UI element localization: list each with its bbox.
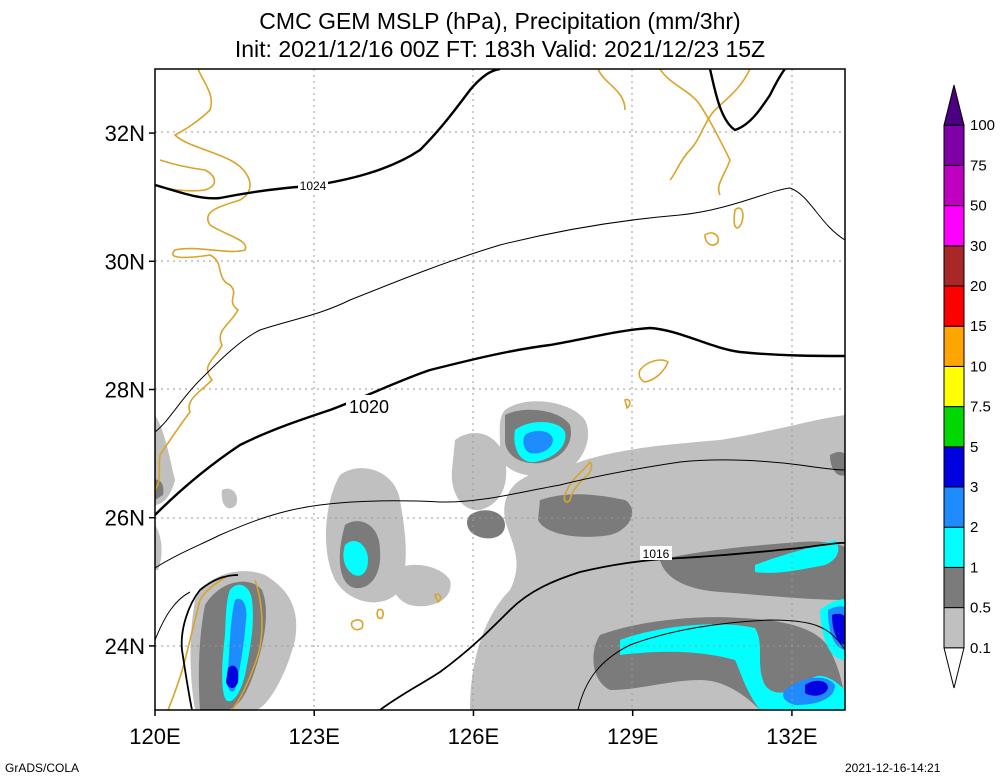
isobar-label-bg [298, 179, 328, 193]
precip-area-medium [467, 510, 505, 539]
colorbar-label: 30 [970, 238, 987, 255]
isobar-1020-thick [155, 326, 845, 516]
lon-tick-label: 126E [448, 724, 499, 749]
colorbar-label: 0.1 [970, 640, 991, 657]
colorbar-label: 3 [970, 479, 978, 496]
precip-area-medium [538, 494, 633, 537]
colorbar-label: 50 [970, 198, 987, 215]
lat-tick-label: 28N [105, 378, 145, 403]
coastlines [155, 69, 751, 710]
precip-area-3mm [226, 665, 239, 688]
isobar-1024-thick [155, 69, 501, 200]
colorbar-label: 75 [970, 157, 987, 174]
colorbar-swatch [943, 285, 965, 327]
isobar-label-1020: 1020 [349, 397, 389, 417]
coastline-amami [638, 359, 669, 383]
colorbar-swatch [943, 245, 965, 287]
colorbar-swatch [943, 124, 965, 166]
colorbar-swatch [943, 84, 965, 126]
coastline-islet [433, 398, 631, 604]
footer-credit: GrADS/COLA [5, 761, 80, 775]
coastline-kyushu [597, 69, 751, 196]
colorbar-swatch [943, 486, 965, 528]
colorbar-label: 1 [970, 559, 978, 576]
precip-area-1mm [755, 540, 839, 573]
precip-area-light [155, 525, 162, 570]
precip-area-light [451, 432, 507, 511]
colorbar-swatch [943, 325, 965, 367]
precip-colorbar: 0.1 0.5 1 2 3 5 7.5 10 15 20 30 50 75 100 [943, 84, 995, 689]
isobar-label-bg [346, 395, 392, 417]
colorbar-swatch [943, 607, 965, 649]
coastline-taiwan [167, 574, 263, 710]
colorbar-label: 7.5 [970, 399, 991, 416]
chart-subtitle: Init: 2021/12/16 00Z FT: 183h Valid: 202… [234, 36, 766, 62]
coastline-china [159, 159, 216, 192]
colorbar-label: 0.5 [970, 600, 991, 617]
lat-tick-label: 24N [105, 634, 145, 659]
precip-area-1mm [620, 624, 845, 710]
footer-timestamp: 2021-12-16-14:21 [845, 761, 941, 775]
lat-tick-label: 26N [105, 506, 145, 531]
precip-area-1mm [343, 540, 368, 576]
colorbar-swatch [943, 446, 965, 488]
colorbar-label: 15 [970, 318, 987, 335]
colorbar-swatch [943, 205, 965, 247]
colorbar-label: 20 [970, 278, 987, 295]
coastline-china [155, 69, 251, 491]
isobar-1016-thick [180, 574, 239, 710]
map-plot-area: 1024 1020 1016 [155, 69, 845, 710]
lat-tick-label: 32N [105, 121, 145, 146]
lon-tick-label: 123E [289, 724, 340, 749]
colorbar-swatch [943, 647, 965, 689]
precip-area-light [392, 564, 451, 607]
coastline-tanegashima [704, 207, 744, 246]
map-axes: 120E 123E 126E 129E 132E 24N 26N 28N 30N 32N [105, 121, 818, 749]
isobar-1024-thick [708, 69, 786, 132]
colorbar-swatch [943, 365, 965, 408]
colorbar-label: 10 [970, 358, 987, 375]
isobar-1018 [155, 459, 845, 569]
isobars [155, 69, 845, 710]
lon-tick-label: 129E [607, 724, 658, 749]
map-gridlines [155, 69, 845, 710]
isobar-1014 [155, 591, 845, 710]
colorbar-label: 100 [970, 117, 995, 134]
coastline-miyako [350, 608, 385, 631]
colorbar-swatch [943, 526, 965, 568]
precip-area-light [221, 488, 238, 509]
colorbar-swatch [943, 164, 965, 207]
colorbar-label: 2 [970, 519, 978, 536]
lon-tick-label: 132E [766, 724, 817, 749]
isobar-1022 [155, 187, 845, 433]
precip-area-2mm [523, 430, 553, 454]
colorbar-label: 5 [970, 439, 978, 456]
lon-tick-label: 120E [129, 724, 180, 749]
precip-area-3mm [805, 680, 828, 696]
colorbar-swatch [943, 406, 965, 448]
isobar-1016-thick [379, 541, 845, 710]
precip-shading [155, 401, 845, 710]
coastline-okinawa [563, 460, 593, 503]
colorbar-swatch [943, 566, 965, 609]
precip-area-3mm [832, 613, 845, 645]
chart-title: CMC GEM MSLP (hPa), Precipitation (mm/3h… [259, 8, 741, 34]
isobar-label-1024: 1024 [300, 179, 327, 193]
lat-tick-label: 30N [105, 249, 145, 274]
isobar-label-bg [640, 546, 672, 560]
isobar-label-1016: 1016 [643, 547, 670, 561]
